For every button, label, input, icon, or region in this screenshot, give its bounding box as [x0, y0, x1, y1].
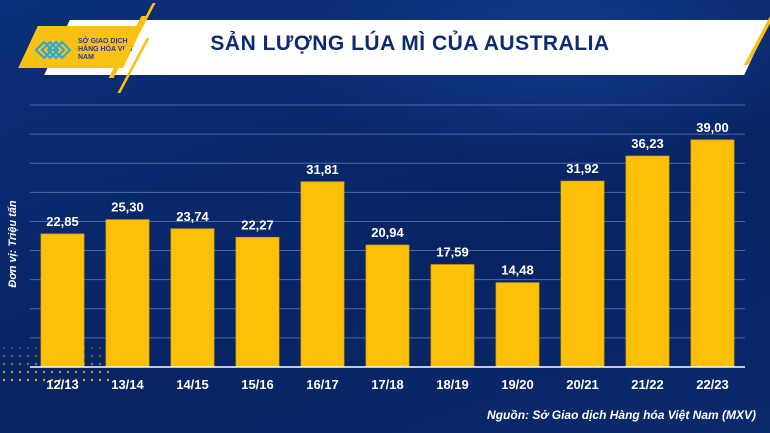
data-label: 31,92 [566, 161, 599, 176]
decor-dot [10, 346, 14, 350]
decor-dot [34, 370, 38, 374]
decor-dot [34, 354, 38, 358]
bar-19/20 [495, 282, 540, 368]
decor-dot [90, 362, 94, 366]
decor-dot [90, 354, 94, 358]
decor-dot [42, 370, 46, 374]
x-tick-label: 21/22 [631, 377, 664, 392]
decor-dot [98, 354, 102, 358]
decor-dot [18, 378, 22, 382]
decor-dot [2, 354, 6, 358]
x-tick-label: 17/18 [371, 377, 404, 392]
decor-dot [106, 370, 110, 374]
decor-dot [34, 378, 38, 382]
bar-12/13 [40, 233, 85, 368]
decor-dot [26, 370, 30, 374]
decor-dot [90, 378, 94, 382]
source-note: Nguồn: Sở Giao dịch Hàng hóa Việt Nam (M… [487, 408, 756, 422]
decor-dot [50, 370, 54, 374]
x-tick-label: 15/16 [241, 377, 274, 392]
bar-20/21 [560, 180, 605, 368]
data-label: 39,00 [696, 120, 729, 135]
decor-dot [10, 362, 14, 366]
logo-text: SỞ GIAO DỊCH HÀNG HÓA VIỆT NAM [78, 38, 134, 61]
x-tick-label: 12/13 [46, 377, 79, 392]
x-tick-label: 19/20 [501, 377, 534, 392]
decor-dot [50, 378, 54, 382]
data-label: 23,74 [176, 209, 209, 224]
bar-16/17 [300, 181, 345, 368]
decor-dot [10, 354, 14, 358]
decor-dot [58, 370, 62, 374]
decor-dot [2, 362, 6, 366]
decor-dot [34, 346, 38, 350]
data-label: 25,30 [111, 200, 144, 215]
decor-dot [74, 378, 78, 382]
decor-dot [26, 362, 30, 366]
decor-dot [2, 378, 6, 382]
decor-dot [18, 354, 22, 358]
decor-dot [98, 378, 102, 382]
decor-dot [90, 370, 94, 374]
decor-dot [26, 346, 30, 350]
data-label: 31,81 [306, 162, 339, 177]
x-tick-label: 13/14 [111, 377, 144, 392]
decor-dot [34, 362, 38, 366]
x-tick-label: 18/19 [436, 377, 469, 392]
decor-dot [82, 370, 86, 374]
bar-14/15 [170, 228, 215, 368]
decor-dot [42, 378, 46, 382]
data-label: 14,48 [501, 263, 534, 278]
data-label: 36,23 [631, 136, 664, 151]
x-tick-label: 14/15 [176, 377, 209, 392]
decor-dot [26, 378, 30, 382]
x-tick-label: 16/17 [306, 377, 339, 392]
decor-dot [74, 370, 78, 374]
x-tick-label: 20/21 [566, 377, 599, 392]
decor-dot [98, 370, 102, 374]
decor-dot [26, 354, 30, 358]
data-label: 22,27 [241, 217, 274, 232]
decor-dot [98, 362, 102, 366]
decor-dot [90, 346, 94, 350]
decor-dot [58, 378, 62, 382]
decor-dot [18, 370, 22, 374]
bar-22/23 [690, 139, 735, 368]
chart-title: SẢN LƯỢNG LÚA MÌ CỦA AUSTRALIA [210, 32, 610, 55]
x-tick-label: 22/23 [696, 377, 729, 392]
data-label: 22,85 [46, 214, 79, 229]
decor-dot [2, 370, 6, 374]
decor-dot [18, 346, 22, 350]
decor-dot [66, 370, 70, 374]
logo-mark-icon [34, 40, 72, 60]
decor-dot [10, 378, 14, 382]
decor-dot [18, 362, 22, 366]
bar-17/18 [365, 244, 410, 368]
decor-dot [98, 346, 102, 350]
bar-21/22 [625, 155, 670, 368]
decor-dot [106, 378, 110, 382]
decor-dot [2, 346, 6, 350]
data-label: 17,59 [436, 245, 469, 260]
decor-dot [66, 378, 70, 382]
decor-dot [10, 370, 14, 374]
data-label: 20,94 [371, 225, 404, 240]
bar-13/14 [105, 219, 150, 368]
bar-18/19 [430, 264, 475, 368]
bar-15/16 [235, 236, 280, 368]
decor-dot [82, 378, 86, 382]
